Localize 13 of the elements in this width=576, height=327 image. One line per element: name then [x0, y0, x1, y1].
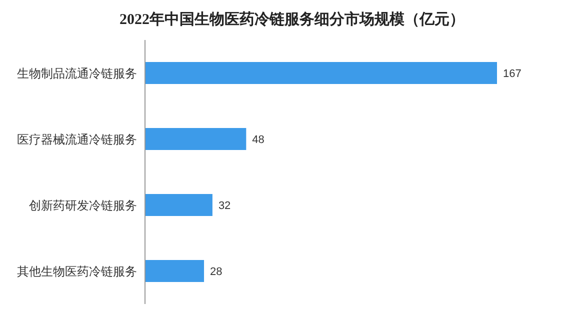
data-label: 32 — [218, 200, 231, 212]
bar — [145, 128, 246, 150]
bar — [145, 62, 497, 84]
bar — [145, 194, 212, 216]
chart-title: 2022年中国生物医药冷链服务细分市场规模（亿元） — [118, 10, 466, 30]
y-tick-label: 医疗器械流通冷链服务 — [17, 132, 137, 146]
data-label: 48 — [252, 134, 264, 146]
data-label: 167 — [503, 68, 522, 80]
y-tick-label: 创新药研发冷链服务 — [29, 198, 137, 212]
y-tick-label: 其他生物医药冷链服务 — [17, 264, 137, 278]
y-tick-label: 生物制品流通冷链服务 — [17, 66, 137, 80]
bar — [145, 260, 204, 282]
data-label: 28 — [210, 266, 222, 278]
